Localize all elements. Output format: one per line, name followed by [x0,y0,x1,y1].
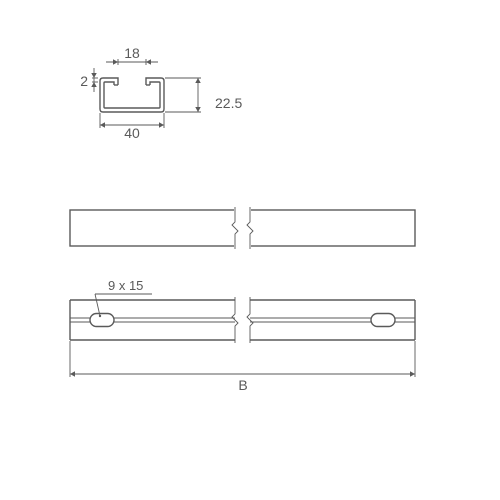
dim-length: B [238,377,247,393]
top-view [70,294,415,340]
dim-wall-thickness: 2 [80,73,88,89]
side-view [70,209,415,247]
technical-drawing: 18 2 40 22.5 9 x 15 B [0,0,500,500]
slot-size-label: 9 x 15 [108,278,143,293]
profile-section [100,78,164,112]
dim-profile-height: 22.5 [215,95,242,111]
dim-profile-width: 40 [124,125,140,141]
dim-slot-width: 18 [124,45,140,61]
